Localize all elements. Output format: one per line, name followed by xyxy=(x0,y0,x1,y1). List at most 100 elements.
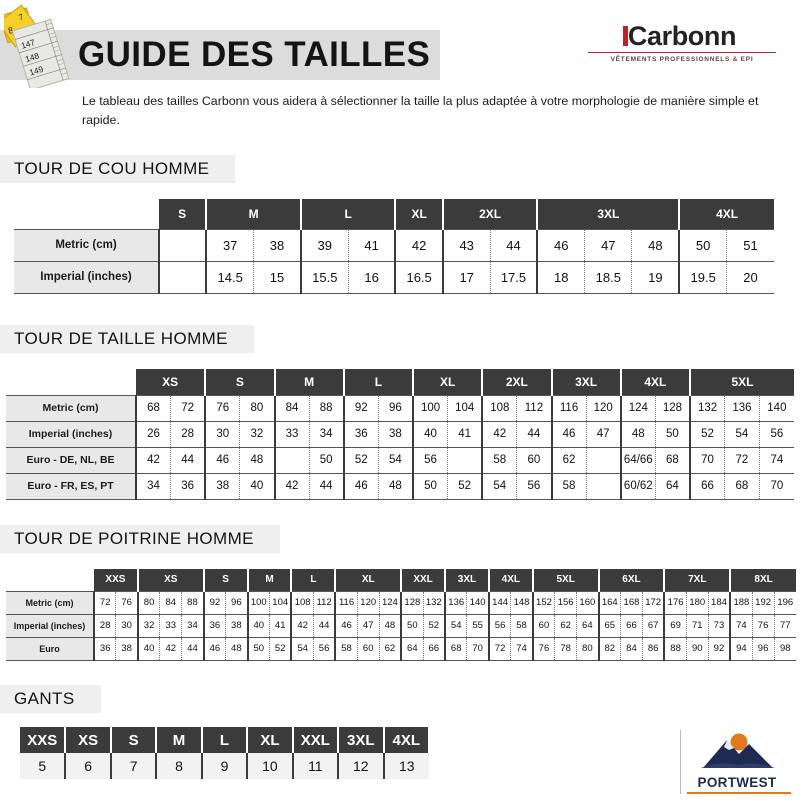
row-label: Metric (cm) xyxy=(14,228,160,262)
table-cell: 54 xyxy=(291,636,314,661)
table-cell: 70 xyxy=(759,472,794,500)
table-cell xyxy=(159,228,208,262)
table-cell: 192 xyxy=(752,590,775,615)
table-cell: 56 xyxy=(413,446,449,474)
table-cell: 44 xyxy=(309,472,345,500)
brand-rule xyxy=(588,52,776,53)
table-cell: 84 xyxy=(620,636,643,661)
table-cell: 5 xyxy=(20,753,67,779)
table-cell: 72 xyxy=(170,394,207,422)
table-cell: 44 xyxy=(181,636,205,661)
table-cell: 70 xyxy=(466,636,490,661)
table-cell: 50 xyxy=(247,636,270,661)
table-cell: 74 xyxy=(759,446,794,474)
size-header-xxl: XXL xyxy=(292,727,340,753)
table-cell: 172 xyxy=(642,590,666,615)
table-row: Euro - DE, NL, BE 42 44 46 48 50 52 54 56 58 60 62 6… xyxy=(6,446,794,474)
table-cell: 128 xyxy=(401,590,424,615)
table-cell: 64/66 xyxy=(620,446,656,474)
table-cell xyxy=(586,472,622,500)
page-header: 8 7 147 148 149 GUIDE DES TAILLES Carbon… xyxy=(0,0,800,88)
row-label: Imperial (inches) xyxy=(6,613,95,638)
table-cell: 84 xyxy=(159,590,183,615)
section-heading-chest: TOUR DE POITRINE HOMME xyxy=(0,525,280,553)
table-cell: 15.5 xyxy=(300,260,349,294)
table-cell: 73 xyxy=(708,613,732,638)
table-cell: 88 xyxy=(181,590,205,615)
table-row: 5 6 7 8 9 10 11 12 13 xyxy=(20,753,429,779)
table-cell: 18.5 xyxy=(584,260,633,294)
table-row: Euro 36 38 40 42 44 46 48 50 52 54 56 58 60 62 64 66 68 70… xyxy=(6,636,796,661)
table-cell: 140 xyxy=(466,590,490,615)
table-cell: 184 xyxy=(708,590,732,615)
section-chest: TOUR DE POITRINE HOMME XXS XS S M L XL XXL 3XL 4X… xyxy=(0,525,800,661)
size-header-xxs: XXS xyxy=(94,569,139,591)
table-cell: 92 xyxy=(203,590,227,615)
table-cell: 70 xyxy=(690,446,726,474)
table-cell: 68 xyxy=(724,472,760,500)
title-band xyxy=(0,30,440,80)
table-cell: 46 xyxy=(205,446,241,474)
size-header-5xl: 5XL xyxy=(690,369,794,395)
table-cell: 17 xyxy=(442,260,491,294)
portwest-mountain-icon xyxy=(701,733,775,768)
table-cell: 160 xyxy=(576,590,600,615)
table-cell: 132 xyxy=(423,590,446,615)
table-cell: 38 xyxy=(253,228,302,262)
table-cell: 76 xyxy=(752,613,775,638)
table-cell: 80 xyxy=(137,590,161,615)
size-header-2xl: 2XL xyxy=(482,369,553,395)
section-waist: TOUR DE TAILLE HOMME XS S M L XL 2XL 3XL 4XL 5XL M… xyxy=(0,325,800,500)
table-cell: 136 xyxy=(724,394,760,422)
row-label: Euro - FR, ES, PT xyxy=(6,472,137,500)
size-header-xxs: XXS xyxy=(20,727,67,753)
size-table-chest: XXS XS S M L XL XXL 3XL 4XL 5XL 6XL 7XL 8XL Metric (c… xyxy=(6,569,796,661)
svg-text:7: 7 xyxy=(18,12,25,22)
table-cell: 44 xyxy=(170,446,207,474)
table-cell: 43 xyxy=(442,228,491,262)
table-cell: 36 xyxy=(170,472,207,500)
table-cell: 78 xyxy=(554,636,578,661)
table-cell: 52 xyxy=(690,420,726,448)
table-cell: 48 xyxy=(378,472,414,500)
table-cell: 34 xyxy=(181,613,205,638)
table-cell: 84 xyxy=(274,394,310,422)
table-cell: 90 xyxy=(686,636,709,661)
table-cell: 40 xyxy=(413,420,449,448)
size-header-xl: XL xyxy=(247,727,294,753)
table-cell: 68 xyxy=(655,446,691,474)
table-cell: 88 xyxy=(664,636,687,661)
table-cell: 36 xyxy=(343,420,379,448)
table-cell: 33 xyxy=(159,613,183,638)
table-cell: 52 xyxy=(269,636,293,661)
header-corner-cell xyxy=(6,369,136,395)
table-cell: 132 xyxy=(690,394,726,422)
table-cell: 52 xyxy=(343,446,379,474)
size-header-3xl: 3XL xyxy=(445,569,490,591)
brand-tagline: VÊTEMENTS PROFESSIONNELS & EPI xyxy=(582,56,782,63)
table-cell: 80 xyxy=(576,636,600,661)
svg-text:148: 148 xyxy=(24,50,41,64)
section-heading-neck: TOUR DE COU HOMME xyxy=(0,155,236,183)
table-cell: 65 xyxy=(598,613,621,638)
table-cell: 188 xyxy=(730,590,753,615)
table-cell: 66 xyxy=(620,613,643,638)
table-cell: 74 xyxy=(510,636,534,661)
table-cell: 76 xyxy=(205,394,241,422)
table-cell: 30 xyxy=(115,613,139,638)
svg-text:149: 149 xyxy=(28,64,45,78)
table-cell: 16.5 xyxy=(395,260,444,294)
table-cell xyxy=(159,260,208,294)
brand-tagline-amp: & xyxy=(732,56,739,63)
size-header-s: S xyxy=(205,369,276,395)
table-cell: 33 xyxy=(274,420,310,448)
size-header-2xl: 2XL xyxy=(442,199,539,229)
svg-text:8: 8 xyxy=(7,25,15,36)
table-cell: 68 xyxy=(136,394,172,422)
table-cell: 28 xyxy=(94,613,117,638)
table-cell: 56 xyxy=(759,420,794,448)
size-table-neck: S M L XL 2XL 3XL 4XL Metric (cm) 37 38 39 41 42 43 44 4… xyxy=(14,199,774,294)
size-header-7xl: 7XL xyxy=(664,569,732,591)
size-header-xs: XS xyxy=(137,569,205,591)
size-header-3xl: 3XL xyxy=(551,369,622,395)
